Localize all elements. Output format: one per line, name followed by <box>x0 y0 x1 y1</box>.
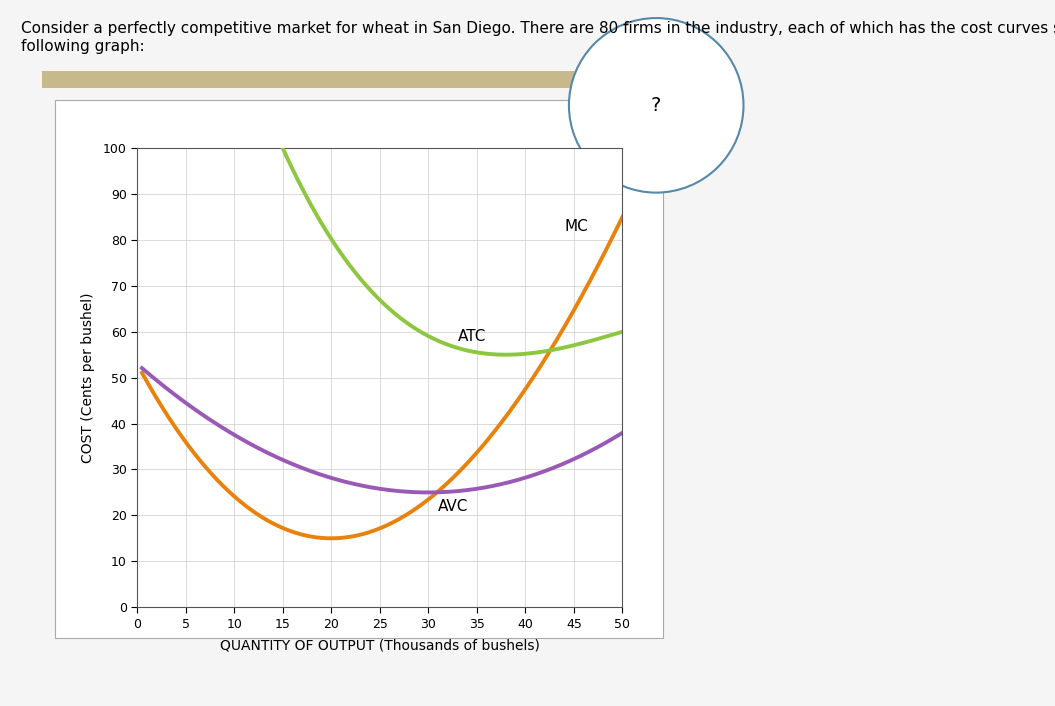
Text: AVC: AVC <box>438 499 468 514</box>
Text: Consider a perfectly competitive market for wheat in San Diego. There are 80 fir: Consider a perfectly competitive market … <box>21 21 1055 54</box>
FancyBboxPatch shape <box>55 100 663 638</box>
X-axis label: QUANTITY OF OUTPUT (Thousands of bushels): QUANTITY OF OUTPUT (Thousands of bushels… <box>219 639 540 653</box>
Text: ?: ? <box>651 96 661 115</box>
Text: MC: MC <box>564 219 588 234</box>
Text: ATC: ATC <box>458 329 485 344</box>
Y-axis label: COST (Cents per bushel): COST (Cents per bushel) <box>80 292 95 463</box>
FancyBboxPatch shape <box>42 71 675 88</box>
